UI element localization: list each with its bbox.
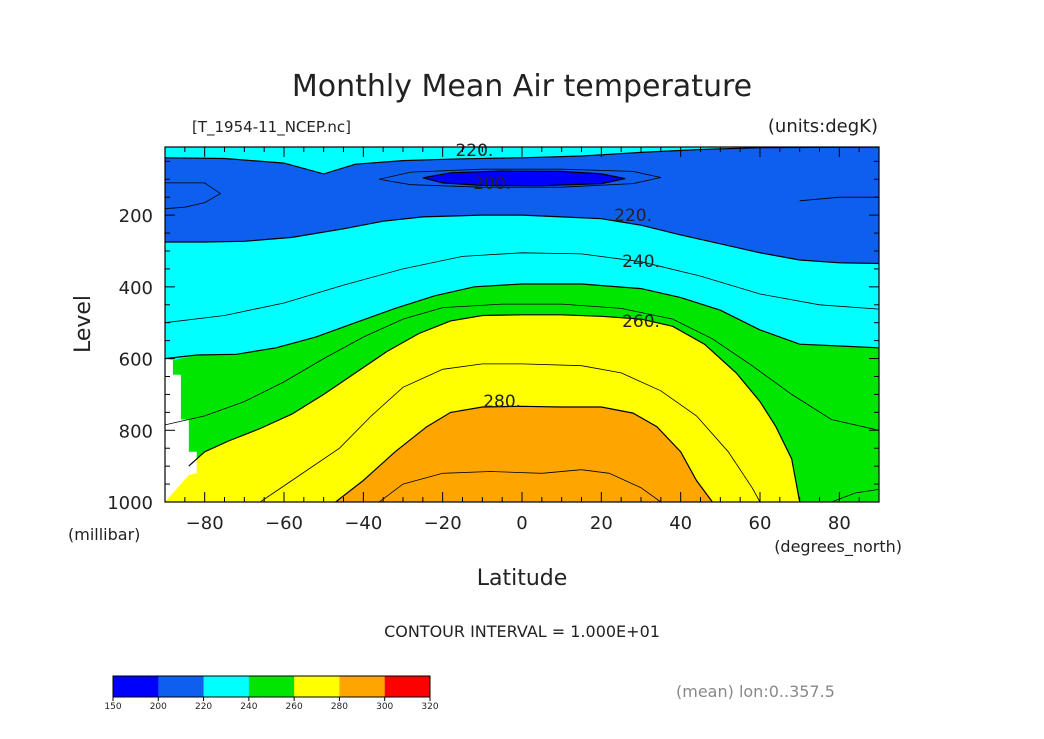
colorbar-level-label: 320 xyxy=(421,702,438,712)
filled-bands xyxy=(165,147,879,502)
chart-title: Monthly Mean Air temperature xyxy=(292,69,752,104)
colorbar-swatch xyxy=(158,676,205,697)
units-label: (units:degK) xyxy=(768,116,878,137)
contour-interval-note: CONTOUR INTERVAL = 1.000E+01 xyxy=(384,622,660,641)
contour-line-260-boundary xyxy=(188,314,801,502)
contour-label: 220. xyxy=(614,206,652,226)
y-tick-label: 400 xyxy=(119,278,153,299)
colorbar-swatch xyxy=(248,676,295,697)
x-tick-label: 40 xyxy=(669,513,692,534)
contour-label: 280. xyxy=(483,392,521,412)
y-tick-label: 200 xyxy=(119,206,153,227)
contour-line-210-left xyxy=(165,182,222,210)
colorbar-frame xyxy=(112,675,431,698)
y-axis-title: Level xyxy=(71,295,96,353)
x-tick-label: −20 xyxy=(424,513,462,534)
band-darkblue xyxy=(422,171,626,186)
colorbar-swatch xyxy=(339,676,386,697)
x-tick-label: −60 xyxy=(265,513,303,534)
colorbar-swatch xyxy=(384,676,431,697)
x-tick-label: 20 xyxy=(590,513,613,534)
contour-label: 240. xyxy=(622,252,660,272)
axis-ticks xyxy=(164,147,880,503)
y-units-label: (millibar) xyxy=(68,525,140,544)
contour-label: 220. xyxy=(455,141,493,161)
y-tick-label: 600 xyxy=(119,350,153,371)
contour-line-250 xyxy=(165,303,879,431)
y-tick-label: 800 xyxy=(119,421,153,442)
contour-line-290 xyxy=(378,469,662,502)
contour-line-220-boundary xyxy=(165,214,879,265)
plot-area: 220. 200. 220. 240. 260. 280. xyxy=(164,141,880,503)
contour-line-210-right xyxy=(799,196,879,202)
x-tick-label: −80 xyxy=(186,513,224,534)
x-tick-label: 0 xyxy=(516,513,527,534)
x-units-label: (degrees_north) xyxy=(774,537,902,557)
x-tick-label: −40 xyxy=(344,513,382,534)
source-file-label: [T_1954-11_NCEP.nc] xyxy=(192,118,351,137)
colorbar-swatch xyxy=(113,676,159,697)
contour-line-230 xyxy=(165,252,879,324)
contour-line-280-boundary xyxy=(335,405,713,502)
x-tick-label: 80 xyxy=(828,513,851,534)
colorbar-swatch xyxy=(294,676,340,697)
x-axis-title: Latitude xyxy=(477,566,568,591)
band-blue xyxy=(165,147,879,264)
colorbar-swatch xyxy=(203,676,250,697)
contour-line-200-boundary xyxy=(422,170,626,187)
colorbar-level-label: 300 xyxy=(376,702,393,712)
contour-labels: 220. 200. 220. 240. 260. 280. xyxy=(455,141,659,412)
colorbar-level-label: 150 xyxy=(104,702,121,712)
contour-line-210-centre xyxy=(379,168,661,188)
x-tick-label: 60 xyxy=(749,513,772,534)
contour-line-240-boundary xyxy=(165,283,879,360)
contour-label: 200. xyxy=(473,174,511,194)
contour-label: 260. xyxy=(622,312,660,332)
colorbar-level-label: 240 xyxy=(240,702,257,712)
colorbar: 150 200 220 240 260 280 300 320 xyxy=(104,675,439,712)
colorbar-level-label: 200 xyxy=(150,702,167,712)
band-orange xyxy=(335,406,713,502)
missing-data-region xyxy=(165,358,197,502)
x-tick-labels: −80 −60 −40 −20 0 20 40 60 80 xyxy=(186,513,851,534)
y-tick-labels: 200 400 600 800 1000 xyxy=(107,206,153,514)
colorbar-level-label: 260 xyxy=(286,702,303,712)
y-tick-label: 1000 xyxy=(107,493,153,514)
colorbar-level-label: 220 xyxy=(195,702,212,712)
contour-line-270 xyxy=(259,363,761,502)
colorbar-level-label: 280 xyxy=(331,702,348,712)
footer-note: (mean) lon:0..357.5 xyxy=(676,682,835,701)
